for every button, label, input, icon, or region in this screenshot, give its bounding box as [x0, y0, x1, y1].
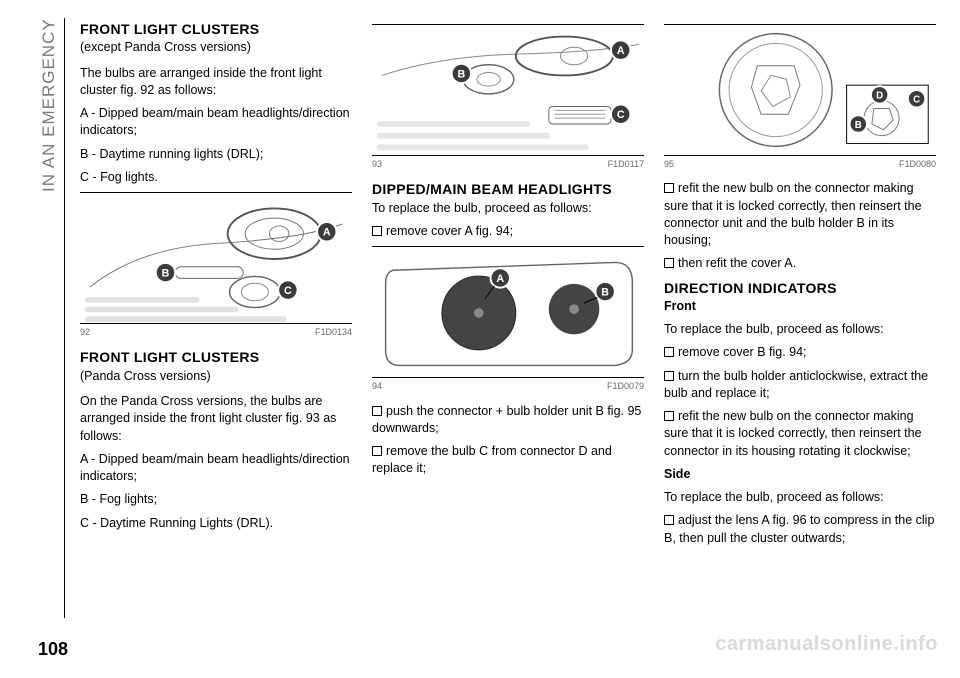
column-2: A B C 93 F1D0117 DIPPED/MAIN BEAM HEADLI… [372, 18, 644, 632]
body-text: To replace the bulb, proceed as follows: [372, 200, 644, 217]
list-item: adjust the lens A fig. 96 to compress in… [664, 512, 936, 547]
body-text: A - Dipped beam/main beam headlights/dir… [80, 451, 352, 486]
bullet-icon [664, 347, 674, 357]
svg-text:A: A [617, 45, 625, 57]
bullet-icon [664, 183, 674, 193]
page: IN AN EMERGENCY FRONT LIGHT CLUSTERS (ex… [0, 0, 960, 678]
list-text: turn the bulb holder anticlockwise, extr… [664, 369, 928, 400]
list-item: refit the new bulb on the connector maki… [664, 408, 936, 460]
body-text: To replace the bulb, proceed as follows: [664, 321, 936, 338]
list-item: push the connector + bulb holder unit B … [372, 403, 644, 438]
list-item: remove the bulb C from connector D and r… [372, 443, 644, 478]
bullet-icon [664, 371, 674, 381]
body-text: C - Daytime Running Lights (DRL). [80, 515, 352, 532]
svg-text:B: B [458, 68, 466, 80]
subheading-side: Side [664, 466, 936, 483]
svg-text:A: A [496, 273, 504, 285]
svg-text:A: A [323, 227, 331, 239]
column-3: B D C 95 F1D0080 refit the new bulb on t… [664, 18, 936, 632]
figure-93: A B C [372, 24, 644, 156]
figure-94-caption: 94 F1D0079 [372, 380, 644, 392]
bullet-icon [372, 226, 382, 236]
figure-95-caption: 95 F1D0080 [664, 158, 936, 170]
heading-front-light-clusters-2: FRONT LIGHT CLUSTERS [80, 348, 352, 367]
list-text: push the connector + bulb holder unit B … [372, 404, 641, 435]
heading-dipped-main-beam: DIPPED/MAIN BEAM HEADLIGHTS [372, 180, 644, 199]
svg-text:C: C [284, 285, 292, 297]
figure-95-svg: B D C [664, 25, 936, 155]
list-text: adjust the lens A fig. 96 to compress in… [664, 513, 934, 544]
svg-text:B: B [601, 287, 609, 299]
list-text: refit the new bulb on the connector maki… [664, 181, 922, 247]
svg-text:C: C [617, 109, 625, 121]
svg-text:B: B [162, 268, 170, 280]
list-text: remove cover A fig. 94; [386, 224, 513, 238]
list-text: refit the new bulb on the connector maki… [664, 409, 922, 458]
figure-number: 93 [372, 158, 382, 170]
list-text: remove the bulb C from connector D and r… [372, 444, 612, 475]
body-text: To replace the bulb, proceed as follows: [664, 489, 936, 506]
column-1: FRONT LIGHT CLUSTERS (except Panda Cross… [80, 18, 352, 632]
section-tab: IN AN EMERGENCY [38, 18, 60, 278]
figure-number: 94 [372, 380, 382, 392]
bullet-icon [664, 258, 674, 268]
figure-94: A B [372, 246, 644, 378]
bullet-icon [664, 411, 674, 421]
figure-code: F1D0134 [315, 326, 352, 338]
body-text: On the Panda Cross versions, the bulbs a… [80, 393, 352, 445]
list-text: remove cover B fig. 94; [678, 345, 807, 359]
figure-93-svg: A B C [372, 25, 644, 155]
figure-93-caption: 93 F1D0117 [372, 158, 644, 170]
bullet-icon [664, 515, 674, 525]
figure-92: A B C [80, 192, 352, 324]
columns: FRONT LIGHT CLUSTERS (except Panda Cross… [80, 18, 936, 632]
body-text: C - Fog lights. [80, 169, 352, 186]
figure-number: 95 [664, 158, 674, 170]
body-text: The bulbs are arranged inside the front … [80, 65, 352, 100]
subheading-panda-cross: (Panda Cross versions) [80, 368, 352, 385]
body-text: B - Fog lights; [80, 491, 352, 508]
figure-92-caption: 92 F1D0134 [80, 326, 352, 338]
figure-number: 92 [80, 326, 90, 338]
list-text: then refit the cover A. [678, 256, 796, 270]
bullet-icon [372, 446, 382, 456]
svg-text:D: D [876, 91, 883, 102]
svg-text:C: C [913, 95, 920, 106]
bullet-icon [372, 406, 382, 416]
side-rule [64, 18, 65, 618]
heading-front-light-clusters-1: FRONT LIGHT CLUSTERS [80, 20, 352, 39]
body-text: B - Daytime running lights (DRL); [80, 146, 352, 163]
svg-text:B: B [855, 120, 862, 131]
figure-code: F1D0080 [899, 158, 936, 170]
list-item: then refit the cover A. [664, 255, 936, 272]
figure-95: B D C [664, 24, 936, 156]
subheading-front: Front [664, 298, 936, 315]
figure-92-svg: A B C [80, 193, 352, 323]
heading-direction-indicators: DIRECTION INDICATORS [664, 279, 936, 298]
figure-94-svg: A B [372, 247, 644, 377]
list-item: refit the new bulb on the connector maki… [664, 180, 936, 249]
body-text: A - Dipped beam/main beam headlights/dir… [80, 105, 352, 140]
figure-code: F1D0117 [608, 158, 644, 170]
subheading-except-panda-cross: (except Panda Cross versions) [80, 39, 352, 56]
list-item: remove cover B fig. 94; [664, 344, 936, 361]
page-number: 108 [38, 639, 68, 660]
list-item: turn the bulb holder anticlockwise, extr… [664, 368, 936, 403]
figure-code: F1D0079 [607, 380, 644, 392]
list-item: remove cover A fig. 94; [372, 223, 644, 240]
watermark: carmanualsonline.info [715, 633, 938, 656]
